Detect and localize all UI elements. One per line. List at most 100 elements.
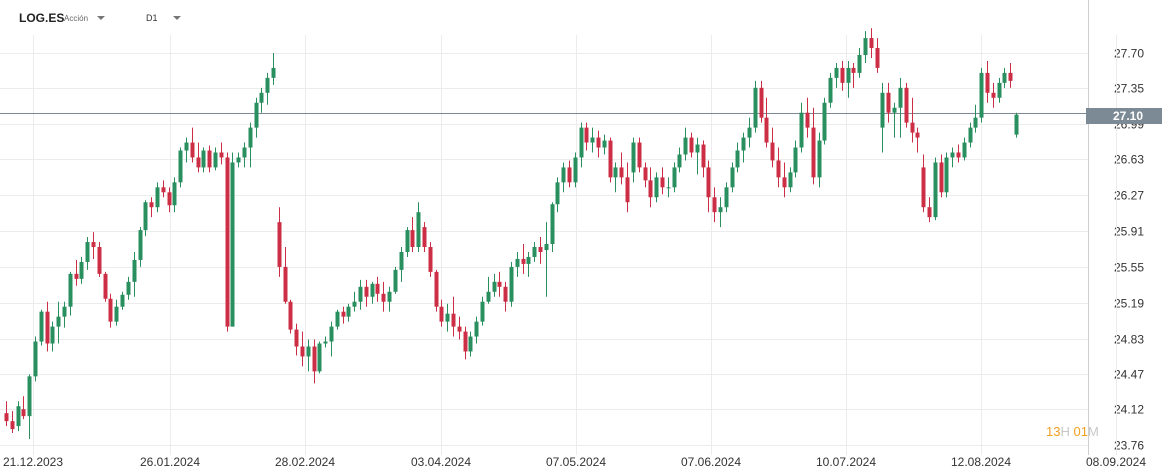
candle-body	[341, 311, 346, 317]
candle-body	[648, 180, 653, 198]
candle-body	[950, 152, 955, 158]
candle-body	[91, 242, 96, 248]
x-tick-label: 03.04.2024	[411, 455, 471, 469]
candle-body	[608, 140, 613, 178]
candle-body	[370, 283, 375, 297]
candle-body	[33, 341, 38, 377]
candle-body	[637, 142, 642, 168]
candle-body	[480, 301, 485, 322]
candle-body	[689, 137, 694, 153]
candle-body	[880, 92, 885, 128]
candle-body	[764, 117, 769, 143]
candle-body	[997, 82, 1002, 98]
candle-body	[730, 167, 735, 188]
x-tick-label: 08.09.2024	[1086, 455, 1146, 469]
chart-header: LOG.ES Acción D1	[0, 0, 1088, 34]
candle-body	[538, 247, 543, 252]
candle-body	[300, 346, 305, 357]
candle-body	[526, 256, 531, 264]
candle-body	[590, 137, 595, 143]
candle-body	[155, 187, 160, 208]
candle-body	[196, 157, 201, 168]
candle-body	[254, 102, 259, 128]
candle-body	[56, 316, 61, 327]
candle-body	[16, 406, 21, 427]
candle-body	[161, 187, 166, 193]
current-price-tag: 27.10	[1086, 108, 1162, 124]
candle-body	[74, 273, 79, 279]
candle-body	[828, 77, 833, 103]
candle-body	[138, 230, 143, 260]
candle-body	[120, 294, 125, 307]
y-tick-label: 23.76	[1114, 439, 1144, 453]
y-tick-label: 26.27	[1114, 189, 1144, 203]
candle-body	[288, 301, 293, 330]
candle-body	[799, 112, 804, 148]
candle-body	[863, 38, 868, 55]
candle-body	[213, 152, 218, 168]
candle-body	[463, 331, 468, 352]
candle-body	[178, 150, 183, 183]
candle-body	[457, 326, 462, 332]
symbol-dropdown-icon[interactable]	[97, 16, 105, 20]
candle-body	[190, 142, 195, 158]
candle-body	[306, 346, 311, 357]
candle-body	[4, 413, 9, 422]
candle-body	[10, 421, 15, 430]
candle-body	[50, 326, 55, 344]
candle-body	[405, 230, 410, 252]
candle-body	[956, 152, 961, 158]
candle-body	[521, 258, 526, 264]
candle-body	[915, 132, 920, 138]
candle-body	[27, 376, 32, 417]
candle-body	[422, 227, 427, 248]
candle-body	[596, 137, 601, 148]
candle-body	[265, 77, 270, 93]
candle-body	[840, 67, 845, 83]
candle-body	[625, 177, 630, 203]
y-tick-label: 24.83	[1114, 333, 1144, 347]
candle-body	[143, 202, 148, 231]
candle-body	[561, 167, 566, 183]
candle-body	[317, 343, 322, 372]
timeframe-dropdown-icon[interactable]	[173, 16, 181, 20]
y-tick-label: 24.12	[1114, 403, 1144, 417]
candle-body	[364, 286, 369, 297]
candle-body	[39, 311, 44, 342]
candle-body	[108, 298, 113, 322]
candle-body	[793, 147, 798, 173]
candle-body	[776, 160, 781, 178]
candle-body	[770, 142, 775, 161]
candle-body	[114, 306, 119, 322]
candle-body	[910, 122, 915, 133]
candle-body	[991, 92, 996, 98]
candle-body	[1002, 72, 1007, 83]
candle-body	[207, 150, 212, 168]
candle-body	[683, 137, 688, 155]
candle-body	[428, 247, 433, 272]
symbol-label[interactable]: LOG.ES	[19, 11, 65, 25]
candle-body	[602, 140, 607, 148]
candle-body	[968, 127, 973, 143]
candle-body	[230, 162, 235, 327]
x-tick-label: 26.01.2024	[140, 455, 200, 469]
candle-body	[921, 167, 926, 208]
candle-body	[846, 67, 851, 83]
candle-body	[782, 177, 787, 188]
candle-body	[358, 286, 363, 302]
candle-body	[335, 311, 340, 327]
x-tick-label: 21.12.2023	[3, 455, 63, 469]
y-tick-label: 26.63	[1114, 153, 1144, 167]
candle-body	[643, 167, 648, 181]
candle-body	[973, 117, 978, 128]
candle-body	[822, 102, 827, 141]
candle-body	[550, 204, 555, 245]
candle-body	[834, 67, 839, 78]
timeframe-selector[interactable]: D1	[146, 13, 158, 23]
candle-body	[492, 281, 497, 292]
candle-body	[79, 261, 84, 279]
candle-body	[439, 306, 444, 322]
candle-body	[294, 329, 299, 347]
candle-body	[387, 291, 392, 302]
